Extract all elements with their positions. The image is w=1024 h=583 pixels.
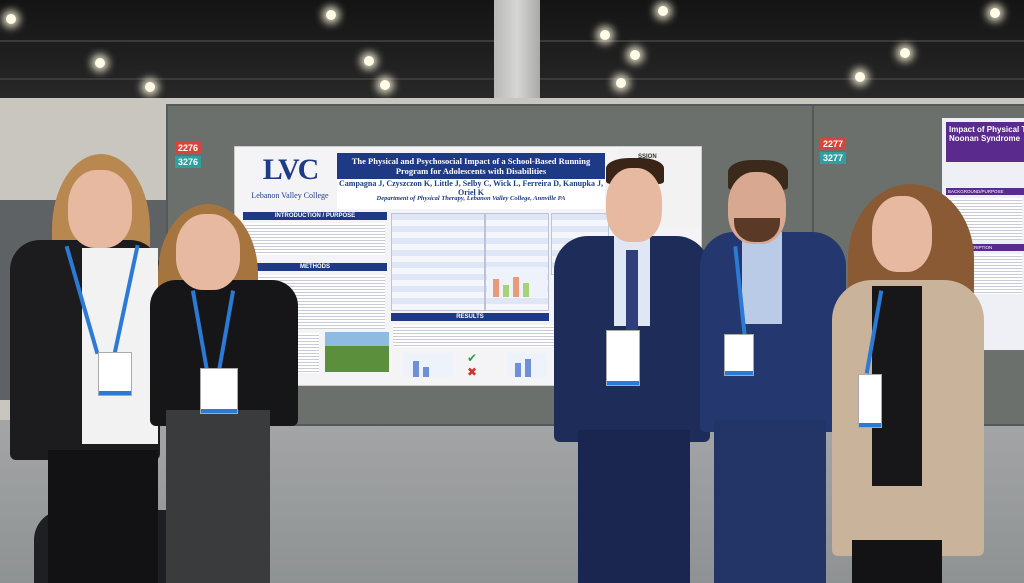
board-number-label: 3276 (175, 156, 202, 168)
ceiling-light (380, 80, 390, 90)
ceiling-light (616, 78, 626, 88)
section-text (393, 325, 603, 347)
results-chart (487, 267, 547, 297)
board-number-label: 2277 (820, 138, 847, 150)
results-chart (403, 353, 453, 377)
right-poster-title: Impact of Physical Th Noonan Syndrome (946, 122, 1024, 162)
face (606, 168, 662, 242)
chart-bar (423, 367, 429, 377)
ceiling-light (990, 8, 1000, 18)
ceiling-light (900, 48, 910, 58)
data-table (391, 213, 485, 311)
chart-bar (525, 359, 531, 377)
chart-bar (515, 363, 521, 377)
board-number-label: 3277 (820, 152, 847, 164)
support-column (494, 0, 540, 108)
ceiling-light (145, 82, 155, 92)
chart-bar (413, 361, 419, 377)
ceiling-light (630, 50, 640, 60)
section-heading: RESULTS (391, 313, 549, 321)
pants (48, 450, 158, 583)
check-icon: ✔ (467, 351, 478, 365)
field-photo (325, 332, 389, 372)
college-logo: LVC Lebanon Valley College (245, 155, 335, 205)
chart-bar (503, 285, 509, 297)
section-heading: METHODS (243, 263, 387, 271)
face (872, 196, 932, 272)
chart-bar (523, 283, 529, 297)
name-badge (98, 352, 132, 396)
name-badge (724, 334, 754, 376)
section-heading: INTRODUCTION / PURPOSE (243, 212, 387, 220)
poster-title: The Physical and Psychosocial Impact of … (337, 153, 605, 179)
face (176, 214, 240, 290)
ceiling-light (600, 30, 610, 40)
ceiling-light (6, 14, 16, 24)
ceiling-light (658, 6, 668, 16)
chart-bar (493, 279, 499, 297)
name-badge (200, 368, 238, 414)
ceiling-light (326, 10, 336, 20)
tie (626, 250, 638, 330)
ceiling-light (364, 56, 374, 66)
ceiling-light (95, 58, 105, 68)
face (68, 170, 132, 248)
logo-text: Lebanon Valley College (251, 191, 329, 200)
cross-icon: ✖ (467, 365, 478, 379)
section-text (245, 223, 385, 255)
ceiling-light (855, 72, 865, 82)
pants (166, 410, 270, 583)
pants (852, 540, 942, 583)
results-chart (507, 353, 547, 377)
logo-mark: LVC (262, 153, 320, 186)
chart-bar (513, 277, 519, 297)
name-badge (606, 330, 640, 386)
poster-department: Department of Physical Therapy, Lebanon … (376, 195, 566, 202)
dress-shirt (742, 232, 782, 324)
right-poster-section-heading: BACKGROUND/PURPOSE (946, 188, 1024, 195)
suit-pants (578, 430, 690, 583)
board-number-label: 2276 (175, 142, 202, 154)
name-badge (858, 374, 882, 428)
poster-authors: Campagna J, Czyszczon K, Little J, Selby… (339, 179, 603, 197)
suit-pants (714, 420, 826, 583)
